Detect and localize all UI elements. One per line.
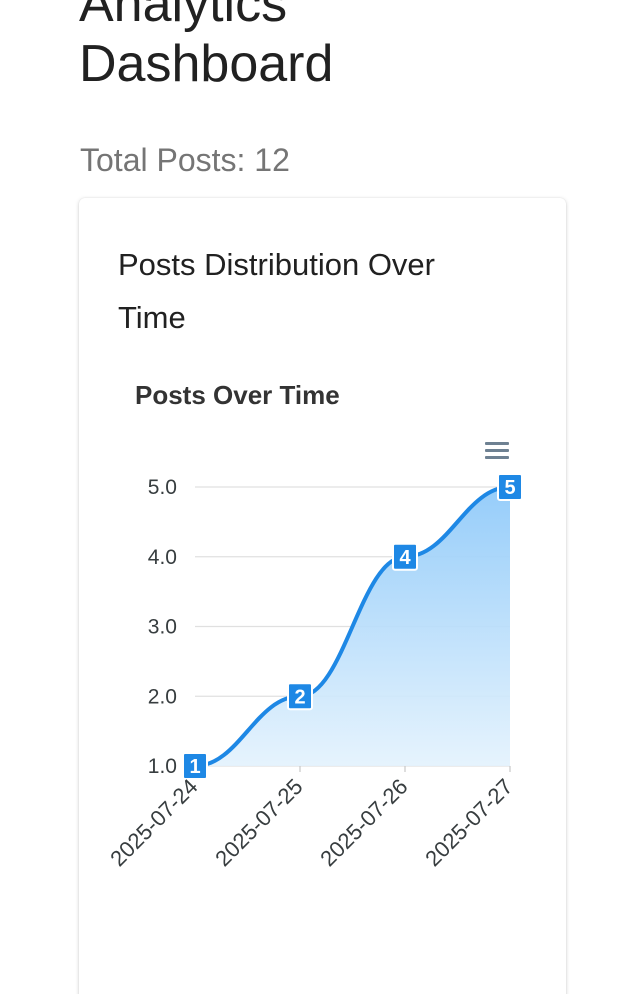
x-tick-label: 2025-07-24 [105,774,202,871]
menu-line [485,456,509,459]
data-label-box [182,752,208,780]
chart-title: Posts Over Time [135,380,340,410]
data-label-box [497,473,523,501]
series-line [193,485,512,768]
data-label-text: 1 [189,756,200,778]
card-title: Posts Distribution Over Time [118,247,435,335]
data-label: 5 [497,473,523,501]
total-posts-count: Total Posts: 12 [80,142,290,178]
page-title: Analytics Dashboard [79,0,334,93]
data-label-box [287,682,313,711]
y-tick-label: 5.0 [148,476,177,499]
data-label: 2 [287,682,313,711]
y-tick-label: 2.0 [148,685,177,708]
data-label: 1 [182,752,208,780]
hamburger-menu-icon[interactable] [482,438,512,464]
menu-line [485,449,509,452]
x-tick-label: 2025-07-26 [315,774,412,871]
x-tick-label: 2025-07-27 [420,774,517,871]
data-label: 4 [392,542,418,571]
x-tick-label: 2025-07-25 [210,774,307,871]
data-label-text: 4 [399,547,411,569]
y-tick-label: 1.0 [148,755,177,778]
y-tick-label: 4.0 [148,546,177,569]
data-label-box [392,542,418,571]
menu-line [485,442,509,445]
y-tick-label: 3.0 [148,616,177,639]
data-label-text: 5 [504,477,515,499]
data-label-text: 2 [294,686,305,708]
